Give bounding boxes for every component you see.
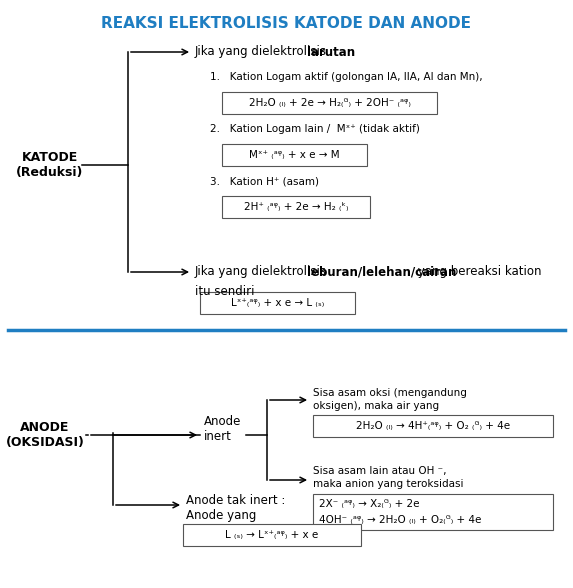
Text: ANODE
(OKSIDASI): ANODE (OKSIDASI)	[6, 421, 84, 449]
Text: leburan/lelehan/cairan: leburan/lelehan/cairan	[307, 266, 456, 279]
Text: larutan: larutan	[307, 45, 355, 58]
Text: L ₍ₛ₎ → Lˣ⁺₍ᵃᵠ₎ + x e: L ₍ₛ₎ → Lˣ⁺₍ᵃᵠ₎ + x e	[225, 530, 319, 540]
Text: Jika yang dielektrolisis: Jika yang dielektrolisis	[195, 266, 331, 279]
Text: Lˣ⁺₍ᵃᵠ₎ + x e → L ₍ₛ₎: Lˣ⁺₍ᵃᵠ₎ + x e → L ₍ₛ₎	[231, 298, 324, 308]
Text: yang bereaksi kation: yang bereaksi kation	[414, 266, 541, 279]
Text: 2H₂O ₍ₗ₎ + 2e → H₂₍ᴳ₎ + 2OH⁻ ₍ᵃᵠ₎: 2H₂O ₍ₗ₎ + 2e → H₂₍ᴳ₎ + 2OH⁻ ₍ᵃᵠ₎	[249, 98, 410, 108]
Text: 2H₂O ₍ₗ₎ → 4H⁺₍ᵃᵠ₎ + O₂ ₍ᴳ₎ + 4e: 2H₂O ₍ₗ₎ → 4H⁺₍ᵃᵠ₎ + O₂ ₍ᴳ₎ + 4e	[356, 421, 510, 431]
FancyBboxPatch shape	[222, 92, 437, 114]
Text: 2.   Kation Logam lain /  Mˣ⁺ (tidak aktif): 2. Kation Logam lain / Mˣ⁺ (tidak aktif)	[210, 124, 420, 134]
Text: Sisa asam oksi (mengandung
oksigen), maka air yang: Sisa asam oksi (mengandung oksigen), mak…	[313, 388, 467, 411]
FancyBboxPatch shape	[183, 524, 361, 546]
Text: KATODE
(Reduksi): KATODE (Reduksi)	[16, 151, 84, 179]
Text: Anode tak inert :
Anode yang: Anode tak inert : Anode yang	[186, 494, 285, 522]
Text: Anode
inert: Anode inert	[204, 415, 241, 443]
Text: 3.   Kation H⁺ (asam): 3. Kation H⁺ (asam)	[210, 176, 319, 186]
Text: 2X⁻ ₍ᵃᵠ₎ → X₂₍ᴳ₎ + 2e: 2X⁻ ₍ᵃᵠ₎ → X₂₍ᴳ₎ + 2e	[319, 499, 419, 509]
Text: Mˣ⁺ ₍ᵃᵠ₎ + x e → M: Mˣ⁺ ₍ᵃᵠ₎ + x e → M	[249, 150, 340, 160]
Text: 4OH⁻ ₍ᵃᵠ₎ → 2H₂O ₍ₗ₎ + O₂₍ᴳ₎ + 4e: 4OH⁻ ₍ᵃᵠ₎ → 2H₂O ₍ₗ₎ + O₂₍ᴳ₎ + 4e	[319, 515, 481, 525]
FancyBboxPatch shape	[222, 144, 367, 166]
FancyBboxPatch shape	[313, 415, 553, 437]
Text: REAKSI ELEKTROLISIS KATODE DAN ANODE: REAKSI ELEKTROLISIS KATODE DAN ANODE	[101, 16, 471, 31]
Text: 1.   Kation Logam aktif (golongan IA, IIA, Al dan Mn),: 1. Kation Logam aktif (golongan IA, IIA,…	[210, 72, 482, 82]
Text: itu sendiri: itu sendiri	[195, 285, 254, 298]
FancyBboxPatch shape	[313, 494, 553, 530]
FancyBboxPatch shape	[200, 292, 355, 314]
Text: Sisa asam lain atau OH ⁻,
maka anion yang teroksidasi: Sisa asam lain atau OH ⁻, maka anion yan…	[313, 466, 464, 489]
Text: Jika yang dielektrolisis: Jika yang dielektrolisis	[195, 45, 331, 58]
Text: 2H⁺ ₍ᵃᵠ₎ + 2e → H₂ ₍ᵏ₎: 2H⁺ ₍ᵃᵠ₎ + 2e → H₂ ₍ᵏ₎	[244, 202, 348, 212]
FancyBboxPatch shape	[222, 196, 370, 218]
